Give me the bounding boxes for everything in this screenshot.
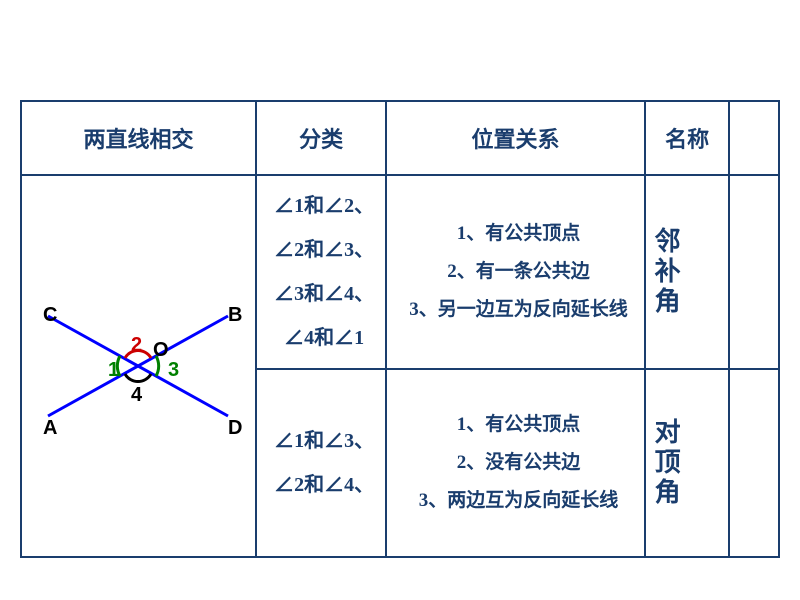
name-adjacent: 邻补角 (645, 175, 730, 369)
header-relation: 位置关系 (386, 101, 645, 175)
header-row: 两直线相交 分类 位置关系 名称 (21, 101, 779, 175)
name-vertical: 对顶角 (645, 369, 730, 557)
diagram-cell: 12 3 4 A B C D O (21, 175, 256, 557)
classification-vertical: ∠1和∠3、∠2和∠4、 (256, 369, 386, 557)
geometry-table: 两直线相交 分类 位置关系 名称 12 3 4 A B C D O ∠1和∠2、∠2和∠3、… (20, 100, 780, 558)
svg-text:4: 4 (131, 384, 143, 406)
header-intersect: 两直线相交 (21, 101, 256, 175)
intersecting-lines-diagram: 12 3 4 A B C D O (28, 256, 248, 476)
empty-cell-0 (729, 175, 779, 369)
main-table: 两直线相交 分类 位置关系 名称 12 3 4 A B C D O ∠1和∠2、∠2和∠3、… (20, 100, 780, 558)
svg-text:1: 1 (108, 359, 119, 381)
svg-text:D: D (228, 417, 242, 439)
relation-adjacent: 1、有公共顶点2、有一条公共边3、另一边互为反向延长线 (386, 175, 645, 369)
svg-text:A: A (43, 417, 57, 439)
header-classification: 分类 (256, 101, 386, 175)
empty-cell-1 (729, 369, 779, 557)
relation-vertical: 1、有公共顶点2、没有公共边3、两边互为反向延长线 (386, 369, 645, 557)
svg-text:O: O (153, 339, 169, 361)
header-name: 名称 (645, 101, 730, 175)
svg-text:2: 2 (131, 334, 142, 356)
header-empty (729, 101, 779, 175)
svg-text:3: 3 (168, 359, 179, 381)
svg-text:B: B (228, 304, 242, 326)
classification-adjacent: ∠1和∠2、∠2和∠3、∠3和∠4、∠4和∠1 (256, 175, 386, 369)
table-row: 1234 ABCDO ∠1和∠2、∠2和∠3、∠3和∠4、∠4和∠1 1、有公共… (21, 175, 779, 369)
svg-text:C: C (43, 304, 57, 326)
